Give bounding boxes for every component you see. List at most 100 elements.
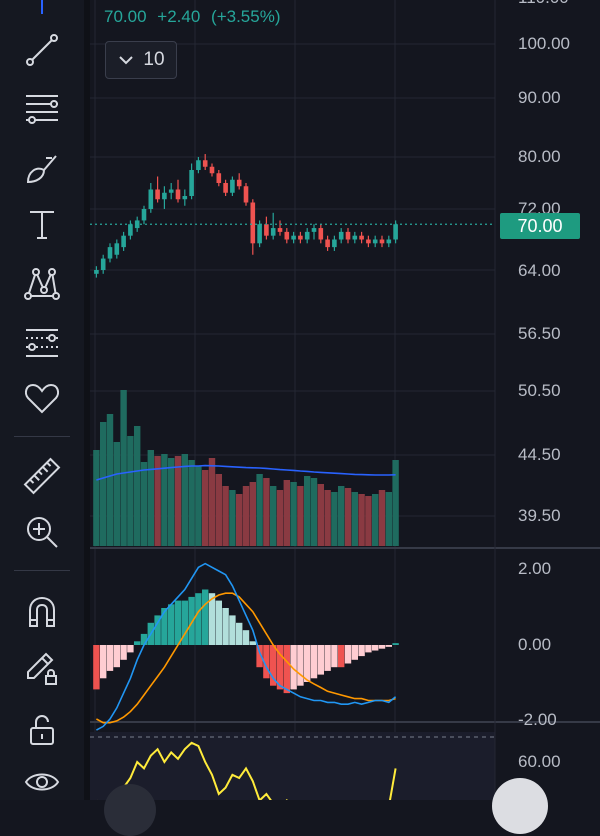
floating-action-button[interactable]: [104, 784, 156, 836]
unlock-icon: [30, 715, 54, 745]
drawing-toolbar: [0, 0, 84, 800]
volume-bar: [324, 490, 331, 546]
volume-bar: [127, 436, 134, 546]
pattern-icon: [24, 268, 60, 300]
price-axis-label: 39.50: [518, 506, 561, 525]
volume-bar: [385, 492, 392, 546]
candle-body: [141, 209, 147, 221]
volume-bar: [317, 484, 324, 546]
macd-histogram-bar: [106, 645, 114, 671]
macd-histogram-bar: [134, 641, 141, 645]
text-tool[interactable]: [14, 202, 70, 246]
unlock-tool[interactable]: [14, 708, 70, 752]
magnet-icon: [29, 596, 55, 627]
magnet-tool[interactable]: [14, 590, 70, 634]
macd-histogram-bar: [283, 645, 290, 694]
macd-axis-label: 0.00: [518, 635, 552, 654]
macd-histogram-bar: [338, 645, 345, 668]
volume-bar: [283, 480, 290, 546]
macd-histogram-bar: [324, 645, 331, 671]
candle-body: [318, 228, 324, 240]
zoom-in-tool[interactable]: [14, 510, 70, 554]
volume-bar: [222, 486, 229, 546]
candle-body: [128, 224, 133, 236]
volume-bar: [93, 450, 100, 546]
hide-drawings-tool[interactable]: [14, 758, 70, 802]
macd-histogram-bar: [290, 645, 297, 690]
candle-body: [352, 235, 358, 240]
ruler-tool[interactable]: [14, 454, 70, 498]
volume-bar: [304, 476, 311, 546]
candle-body: [277, 228, 283, 232]
indicator-count: 10: [143, 49, 165, 70]
price-axis-label: 90.00: [518, 88, 561, 107]
volume-bar: [338, 486, 345, 546]
lock-drawings-tool[interactable]: [14, 646, 70, 690]
legend-collapse-button[interactable]: 10: [105, 41, 177, 79]
macd-histogram-bar: [127, 645, 134, 653]
price-axis-label: 100.00: [518, 34, 570, 53]
volume-bar: [290, 482, 297, 546]
candle-body: [332, 239, 337, 248]
favorites-tool[interactable]: [14, 376, 70, 420]
chart-area[interactable]: 70.00 +2.40 (+3.55%) 10 110.00 100.00 90…: [90, 0, 600, 836]
trend-line-tool[interactable]: [14, 28, 70, 72]
candle-body: [100, 258, 106, 270]
macd-histogram-bar: [113, 645, 120, 668]
macd-histogram-bar: [236, 622, 243, 645]
volume-bar: [202, 470, 209, 546]
macd-histogram-bar: [168, 604, 175, 645]
candle-body: [121, 235, 126, 248]
last-price-tag: 70.00: [500, 213, 580, 239]
macd-histogram-bar: [304, 645, 311, 682]
candle-body: [236, 179, 242, 187]
macd-histogram-bar: [140, 633, 148, 645]
macd-histogram-bar: [120, 645, 127, 660]
ruler-icon: [23, 457, 61, 495]
volume-bar: [242, 486, 250, 546]
macd-histogram-bar: [100, 645, 107, 679]
candle-body: [202, 160, 208, 167]
zoom-in-icon: [27, 517, 58, 548]
macd-histogram-bar: [249, 641, 256, 645]
macd-histogram-bar: [297, 645, 304, 686]
volume-bar: [100, 422, 107, 546]
macd-histogram-bar: [229, 615, 236, 645]
macd-signal-line: [96, 592, 396, 724]
price-change-percent: (+3.55%): [211, 7, 281, 26]
prediction-tool[interactable]: [14, 320, 70, 364]
candle-body: [168, 189, 174, 193]
pattern-tool[interactable]: [14, 262, 70, 306]
fib-retracement-tool[interactable]: [14, 86, 70, 130]
volume-bar: [378, 490, 386, 546]
brush-tool[interactable]: [14, 146, 70, 190]
volume-bar: [154, 456, 161, 546]
ohlc-legend: 70.00 +2.40 (+3.55%): [104, 7, 286, 27]
candle-body: [155, 189, 160, 200]
osc-band: [90, 732, 495, 800]
macd-histogram-bar: [317, 645, 324, 675]
text-icon: [30, 211, 54, 239]
candle-body: [359, 235, 364, 240]
volume-bar: [236, 494, 243, 546]
macd-histogram-bar: [188, 596, 195, 645]
volume-bar: [174, 456, 182, 546]
candle-body: [134, 220, 140, 229]
macd-histogram-bar: [93, 645, 100, 690]
osc-axis-label: 60.00: [518, 752, 561, 771]
candle-body: [107, 247, 113, 259]
volume-bar: [113, 442, 120, 546]
macd-histogram-bar: [372, 645, 379, 651]
volume-bar: [276, 490, 284, 546]
volume-bar: [270, 486, 277, 546]
chart-canvas[interactable]: [90, 0, 600, 800]
candle-body: [94, 270, 99, 274]
fib-retracement-icon: [26, 95, 58, 124]
macd-histogram-bar: [270, 645, 277, 686]
candle-body: [216, 173, 222, 183]
candle-body: [264, 224, 269, 236]
scroll-to-realtime-button[interactable]: [492, 778, 548, 834]
candle-body: [243, 186, 249, 203]
macd-histogram-bar: [365, 645, 372, 653]
macd-histogram-bar: [358, 645, 365, 657]
